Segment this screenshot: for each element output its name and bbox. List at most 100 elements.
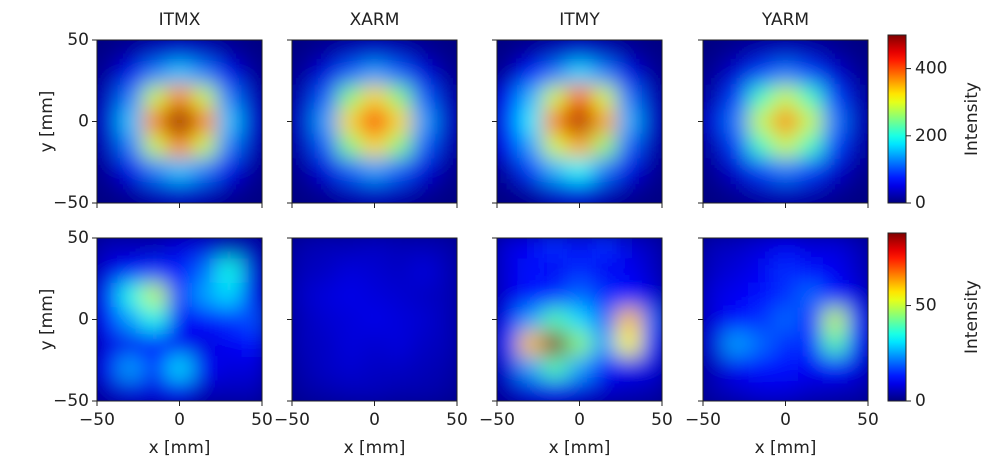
heat-cell	[592, 183, 617, 208]
heat-cell	[118, 356, 143, 381]
x-tick-label: 0	[174, 410, 185, 430]
heat-cell	[241, 158, 266, 183]
heat-cell	[217, 356, 242, 381]
heat-cell	[436, 307, 461, 332]
heat-cell	[313, 356, 338, 381]
heat-cell	[167, 283, 192, 308]
heat-cell	[241, 356, 266, 381]
heatmap-cells	[93, 234, 267, 406]
heat-cell	[823, 183, 848, 208]
heat-cell	[412, 158, 437, 183]
heat-cell	[724, 134, 749, 159]
colorbar-label: Intensity	[962, 82, 982, 156]
y-tick-label: 50	[67, 228, 89, 248]
heat-cell	[798, 332, 823, 357]
y-tick-label: 50	[67, 30, 89, 50]
heat-cell	[542, 258, 567, 283]
heat-cell	[436, 258, 461, 283]
heat-cell	[748, 381, 773, 406]
heat-cell	[542, 356, 567, 381]
y-tick-label: 0	[78, 310, 89, 330]
heatmap-cells	[93, 36, 267, 208]
heat-cell	[823, 307, 848, 332]
heat-cell	[823, 258, 848, 283]
heat-cell	[241, 283, 266, 308]
x-axis-label: x [mm]	[344, 438, 406, 458]
heat-cell	[313, 381, 338, 406]
heat-cell	[337, 332, 362, 357]
heat-cell	[724, 307, 749, 332]
heatmap-cells	[699, 36, 873, 208]
heat-cell	[217, 109, 242, 134]
heat-cell	[167, 134, 192, 159]
heat-cell	[518, 60, 543, 85]
heat-cell	[542, 134, 567, 159]
heat-cell	[436, 158, 461, 183]
x-tick-label: −50	[79, 410, 115, 430]
heat-cell	[542, 60, 567, 85]
heat-cell	[542, 307, 567, 332]
heat-cell	[436, 356, 461, 381]
heat-cell	[823, 283, 848, 308]
heat-cell	[241, 109, 266, 134]
heatmap	[288, 234, 462, 406]
heat-cell	[542, 381, 567, 406]
heat-cell	[592, 356, 617, 381]
heat-cell	[412, 134, 437, 159]
heat-cell	[798, 258, 823, 283]
heat-cell	[167, 332, 192, 357]
heat-cell	[748, 109, 773, 134]
colorbar	[888, 35, 906, 203]
heat-cell	[724, 381, 749, 406]
heat-cell	[192, 109, 217, 134]
heat-cell	[362, 134, 387, 159]
heat-cell	[142, 258, 167, 283]
heat-cell	[217, 158, 242, 183]
heat-cell	[847, 332, 872, 357]
heat-cell	[313, 134, 338, 159]
heatmap	[93, 234, 267, 406]
colorbar-tick-label: 400	[915, 59, 947, 79]
colorbar-label: Intensity	[962, 280, 982, 354]
heat-cell	[167, 307, 192, 332]
heat-cell	[142, 134, 167, 159]
x-tick-label: −50	[685, 410, 721, 430]
heat-cell	[641, 60, 666, 85]
heat-cell	[518, 85, 543, 110]
heatmap	[93, 36, 267, 208]
heat-cell	[823, 85, 848, 110]
heat-cell	[518, 381, 543, 406]
heat-cell	[847, 60, 872, 85]
heat-cell	[362, 332, 387, 357]
heat-cell	[362, 85, 387, 110]
heat-cell	[387, 60, 412, 85]
heat-cell	[217, 85, 242, 110]
heat-cell	[192, 158, 217, 183]
heat-cell	[773, 60, 798, 85]
heat-cell	[641, 283, 666, 308]
heat-cell	[387, 158, 412, 183]
heat-cell	[567, 307, 592, 332]
heat-cell	[412, 183, 437, 208]
heat-cell	[412, 332, 437, 357]
heat-cell	[518, 283, 543, 308]
heat-cell	[142, 109, 167, 134]
heat-cell	[436, 134, 461, 159]
heat-cell	[436, 381, 461, 406]
heat-cell	[641, 134, 666, 159]
heat-cell	[724, 356, 749, 381]
heat-cell	[313, 332, 338, 357]
heat-cell	[567, 258, 592, 283]
heat-cell	[823, 332, 848, 357]
heat-cell	[748, 356, 773, 381]
x-tick-label: 50	[651, 410, 673, 430]
heat-cell	[313, 158, 338, 183]
colorbar-tick-label: 0	[915, 391, 926, 411]
heat-cell	[241, 381, 266, 406]
heat-cell	[641, 109, 666, 134]
heat-cell	[724, 283, 749, 308]
heatmap	[288, 36, 462, 208]
heat-cell	[167, 60, 192, 85]
heat-cell	[142, 283, 167, 308]
panel-title: YARM	[761, 10, 809, 30]
